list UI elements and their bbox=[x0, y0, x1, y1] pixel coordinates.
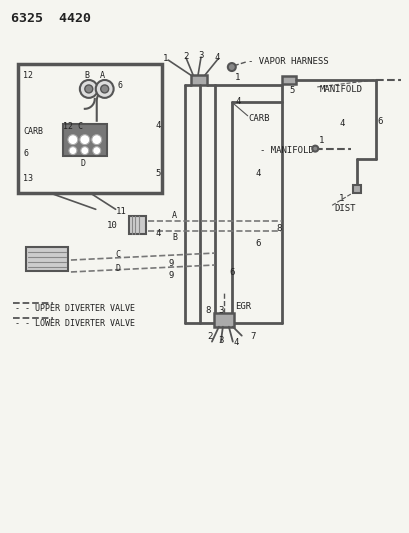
Text: 4: 4 bbox=[255, 169, 261, 178]
Text: 10: 10 bbox=[106, 221, 117, 230]
Text: - MANIFOLD: - MANIFOLD bbox=[259, 146, 312, 155]
Circle shape bbox=[227, 63, 235, 71]
Circle shape bbox=[80, 80, 97, 98]
Text: - VAPOR HARNESS: - VAPOR HARNESS bbox=[247, 56, 328, 66]
Text: 4: 4 bbox=[155, 121, 160, 130]
Circle shape bbox=[81, 147, 89, 155]
Text: - - UPPER DIVERTER VALVE: - - UPPER DIVERTER VALVE bbox=[15, 304, 135, 313]
Text: D: D bbox=[80, 159, 85, 168]
Text: 3: 3 bbox=[198, 51, 203, 60]
Bar bbox=[191, 75, 207, 85]
Text: 2: 2 bbox=[207, 332, 212, 341]
Text: B: B bbox=[85, 71, 90, 80]
Text: 12: 12 bbox=[23, 71, 33, 80]
Circle shape bbox=[80, 135, 90, 144]
Text: 7: 7 bbox=[250, 332, 256, 341]
Text: A: A bbox=[99, 71, 104, 80]
Bar bbox=[282, 76, 296, 84]
Text: CARB: CARB bbox=[248, 114, 270, 123]
Text: 6: 6 bbox=[255, 239, 261, 248]
Circle shape bbox=[92, 135, 101, 144]
Text: B: B bbox=[172, 232, 177, 241]
Text: 9: 9 bbox=[168, 271, 173, 280]
Text: 4: 4 bbox=[235, 98, 240, 107]
Text: DIST: DIST bbox=[333, 204, 355, 213]
Text: 6: 6 bbox=[117, 82, 122, 91]
Text: 12 C: 12 C bbox=[63, 122, 83, 131]
Text: C: C bbox=[115, 249, 120, 259]
Text: 4: 4 bbox=[214, 53, 220, 62]
Circle shape bbox=[101, 85, 108, 93]
Text: 1: 1 bbox=[338, 194, 344, 203]
Text: - - LOWER DIVERTER VALVE: - - LOWER DIVERTER VALVE bbox=[15, 319, 135, 328]
Text: 13: 13 bbox=[23, 174, 33, 183]
Circle shape bbox=[312, 146, 317, 151]
Text: 9: 9 bbox=[168, 259, 173, 268]
Circle shape bbox=[69, 147, 76, 155]
Text: 5: 5 bbox=[289, 86, 294, 95]
Bar bbox=[128, 216, 146, 234]
Circle shape bbox=[85, 85, 92, 93]
Text: 4: 4 bbox=[338, 119, 344, 128]
Text: MANIFOLD: MANIFOLD bbox=[319, 85, 361, 94]
Text: 6: 6 bbox=[23, 149, 28, 158]
Text: 6: 6 bbox=[377, 117, 382, 126]
Bar bbox=[63, 124, 106, 156]
Text: 11: 11 bbox=[115, 207, 126, 216]
Bar bbox=[26, 247, 68, 271]
Text: CARB: CARB bbox=[23, 127, 43, 136]
Bar bbox=[213, 313, 233, 327]
Text: 1: 1 bbox=[234, 74, 240, 83]
Text: 5: 5 bbox=[155, 169, 160, 178]
Text: 6325  4420: 6325 4420 bbox=[11, 12, 91, 25]
Text: 8: 8 bbox=[204, 306, 210, 315]
Text: 4: 4 bbox=[233, 338, 238, 347]
Text: 6: 6 bbox=[229, 269, 235, 278]
Text: 1: 1 bbox=[319, 136, 324, 145]
Text: 2: 2 bbox=[183, 52, 188, 61]
Bar bbox=[18, 64, 162, 193]
Text: 4: 4 bbox=[155, 229, 160, 238]
Text: 3: 3 bbox=[217, 336, 223, 345]
Text: 1: 1 bbox=[163, 54, 168, 62]
Text: EGR: EGR bbox=[234, 302, 250, 311]
Circle shape bbox=[92, 147, 101, 155]
Text: D: D bbox=[115, 264, 120, 273]
Text: 3: 3 bbox=[217, 306, 223, 315]
Circle shape bbox=[96, 80, 113, 98]
Text: A: A bbox=[172, 211, 177, 220]
Circle shape bbox=[68, 135, 78, 144]
Text: 8: 8 bbox=[276, 224, 281, 233]
Bar bbox=[352, 185, 360, 193]
